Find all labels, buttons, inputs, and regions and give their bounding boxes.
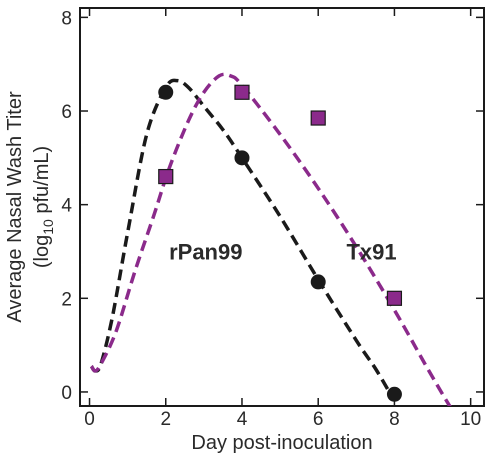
- x-tick-label: 8: [389, 409, 400, 430]
- point-tx91: [386, 290, 403, 306]
- x-tick-label: 10: [460, 409, 481, 430]
- y-axis-title-line1: Average Nasal Wash Titer: [4, 91, 26, 323]
- fit-line-rpan99: [89, 78, 393, 396]
- point-tx91: [310, 110, 326, 126]
- point-tx91: [158, 168, 174, 185]
- y-axis-title-line2-sub: 10: [40, 219, 56, 235]
- x-tick-label: 0: [84, 409, 95, 430]
- y-axis-title-line2: (log10 pfu/mL): [31, 146, 56, 268]
- y-tick-label: 0: [61, 383, 72, 404]
- plot-frame: [79, 7, 485, 407]
- point-rpan99: [234, 150, 250, 166]
- y-tick-label: 8: [61, 8, 72, 29]
- x-tick-label: 4: [237, 409, 248, 430]
- x-tick-label: 2: [160, 409, 171, 430]
- point-rpan99: [386, 386, 402, 402]
- y-axis-title-line2-post: pfu/mL): [31, 146, 53, 219]
- point-rpan99: [310, 274, 326, 290]
- fit-line-tx91: [89, 72, 452, 406]
- x-tick-label: 6: [313, 409, 324, 430]
- series-label-tx91: Tx91: [346, 239, 396, 264]
- y-tick-label: 4: [61, 196, 72, 217]
- x-axis-title: Day post-inoculation: [191, 432, 372, 454]
- y-tick-label: 6: [61, 102, 72, 123]
- point-rpan99: [158, 84, 174, 100]
- point-tx91: [234, 84, 250, 100]
- series-label-rpan99: rPan99: [169, 239, 242, 264]
- y-tick-label: 2: [61, 289, 72, 310]
- y-axis-title-line2-pre: (log: [31, 235, 53, 268]
